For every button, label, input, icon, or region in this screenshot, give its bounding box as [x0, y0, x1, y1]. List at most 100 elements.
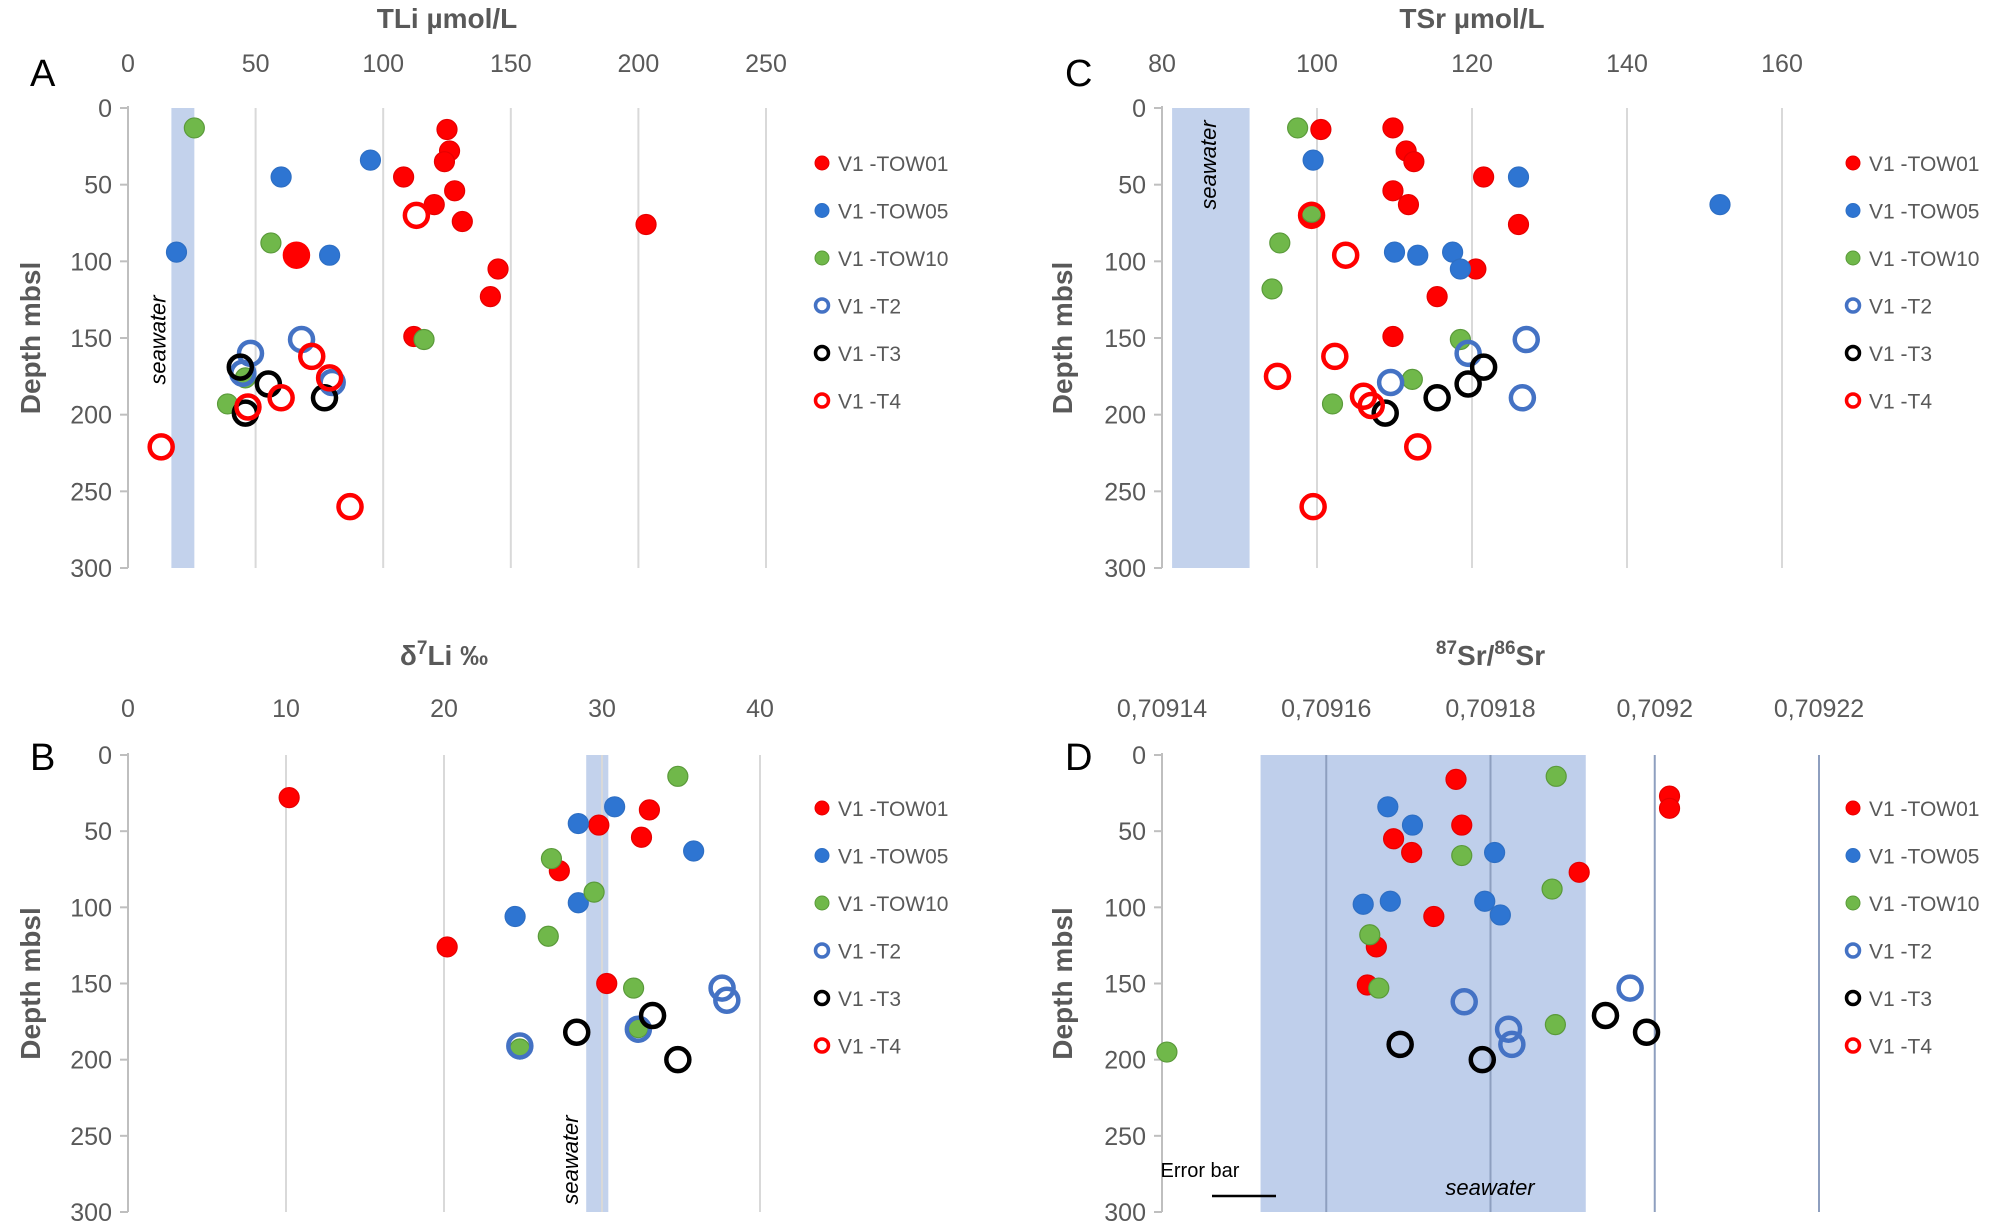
series-v1-t3 — [1371, 353, 1498, 427]
data-point-v1-tow10 — [183, 117, 205, 139]
y-tick-label: 100 — [1104, 894, 1146, 922]
data-point-v1-t3 — [1591, 1001, 1620, 1030]
data-point-v1-tow10 — [1321, 393, 1344, 415]
legend-marker — [813, 942, 831, 959]
legend-item-v1-tow05: V1 -TOW05 — [1845, 846, 1979, 869]
data-point-v1-t2 — [1454, 339, 1482, 368]
data-point-v1-tow01 — [596, 972, 618, 995]
series-v1-tow01 — [285, 118, 657, 348]
legend-marker — [1845, 203, 1861, 218]
legend-item-v1-t2: V1 -T2 — [813, 296, 901, 319]
legend-item-v1-t2: V1 -T2 — [813, 941, 901, 964]
data-point-v1-tow05 — [270, 166, 292, 188]
data-point-v1-tow01 — [1473, 166, 1495, 188]
data-point-v1-t3 — [1454, 370, 1482, 398]
data-point-v1-tow05 — [1401, 814, 1424, 836]
legend-marker — [1845, 250, 1861, 266]
legend-marker — [814, 800, 830, 816]
data-point-v1-tow01 — [638, 799, 661, 821]
y-tick-label: 250 — [1104, 1123, 1146, 1151]
data-point-v1-tow05 — [567, 812, 589, 835]
legend-item-v1-tow01: V1 -TOW01 — [1845, 153, 1979, 176]
x-tick-label: 0,70922 — [1774, 695, 1864, 723]
y-tick-label: 150 — [70, 325, 112, 353]
legend: V1 -TOW01 V1 -TOW05 V1 -TOW10 V1 -T2 V1 -T3 V… — [1844, 798, 1979, 1059]
y-tick-label: 100 — [1104, 248, 1146, 276]
y-tick-label: 300 — [1104, 1199, 1146, 1224]
legend-label: V1 -T4 — [838, 1036, 901, 1059]
legend: V1 -TOW01 V1 -TOW05 V1 -TOW10 V1 -T2 V1 -T3 V… — [1844, 153, 1979, 414]
y-tick-label: 50 — [1118, 818, 1146, 846]
data-point-v1-t3 — [562, 1018, 591, 1046]
legend-marker — [1845, 848, 1861, 863]
legend-label: V1 -T4 — [1869, 391, 1932, 414]
legend-label: V1 -T3 — [838, 343, 901, 366]
legend-item-v1-t2: V1 -T2 — [1844, 941, 1932, 964]
legend-marker — [1845, 895, 1861, 911]
x-tick-label: 0,70918 — [1445, 695, 1535, 723]
legend-item-v1-tow10: V1 -TOW10 — [814, 248, 948, 271]
y-tick-label: 0 — [98, 95, 112, 123]
legend-item-v1-tow01: V1 -TOW01 — [1845, 798, 1979, 821]
y-axis-title: Depth mbsl — [15, 262, 46, 414]
legend-label: V1 -TOW05 — [1869, 201, 1979, 224]
y-tick-label: 150 — [1104, 971, 1146, 999]
legend-marker — [813, 1037, 831, 1054]
seawater-label: seawater — [145, 294, 170, 385]
y-axis-title: Depth mbsl — [1047, 907, 1078, 1059]
legend-marker — [814, 250, 830, 266]
data-point-v1-tow10 — [1368, 977, 1390, 999]
data-point-v1-tow01 — [433, 151, 456, 173]
legend-item-v1-t3: V1 -T3 — [1844, 343, 1932, 366]
data-point-v1-t2 — [1512, 325, 1540, 354]
legend-marker — [1844, 392, 1862, 409]
data-point-v1-tow05 — [1352, 893, 1374, 915]
data-point-v1-tow01 — [1507, 213, 1530, 236]
legend-item-v1-t4: V1 -T4 — [1844, 391, 1932, 414]
data-point-v1-tow10 — [537, 925, 559, 947]
legend-item-v1-t4: V1 -T4 — [1844, 1036, 1932, 1059]
series-v1-t3 — [562, 1001, 692, 1074]
data-point-v1-tow10 — [1451, 844, 1473, 867]
y-tick-label: 0 — [1132, 742, 1146, 770]
data-point-v1-tow05 — [683, 840, 705, 862]
data-point-v1-tow01 — [444, 180, 466, 202]
legend-item-v1-t3: V1 -T3 — [1844, 988, 1932, 1011]
legend-label: V1 -TOW10 — [838, 248, 948, 271]
x-tick-label: 0,7092 — [1617, 695, 1693, 723]
panel-letter: C — [1065, 53, 1092, 95]
legend-label: V1 -TOW05 — [838, 201, 948, 224]
data-point-v1-t3 — [1423, 384, 1451, 412]
data-point-v1-tow01 — [451, 210, 473, 233]
data-point-v1-tow10 — [1401, 368, 1423, 390]
data-point-v1-t3 — [1632, 1018, 1661, 1046]
legend-item-v1-t3: V1 -T3 — [813, 988, 901, 1011]
series-v1-t2 — [1450, 974, 1644, 1059]
data-point-v1-tow01 — [1403, 151, 1425, 173]
data-point-v1-t4 — [1299, 492, 1327, 521]
legend-label: V1 -TOW05 — [1869, 846, 1979, 869]
series-v1-tow05 — [504, 796, 705, 928]
data-point-v1-tow10 — [622, 977, 645, 999]
legend-marker — [814, 203, 830, 218]
data-point-v1-tow01 — [1445, 768, 1467, 790]
panel-a: A TLi µmol/L 0 50 100 150 200 250 0 50 100 150 200 25… — [15, 3, 948, 583]
data-point-v1-t2 — [1498, 1030, 1526, 1059]
data-point-v1-tow05 — [1449, 258, 1471, 280]
y-tick-label: 0 — [1132, 95, 1146, 123]
data-point-v1-t4 — [282, 241, 311, 269]
y-tick-label: 50 — [1118, 172, 1146, 200]
legend-label: V1 -T2 — [1869, 296, 1932, 319]
x-tick-label: 250 — [745, 50, 787, 78]
panel-letter: B — [30, 737, 55, 779]
y-tick-label: 300 — [1104, 555, 1146, 583]
series-v1-tow10 — [1156, 765, 1567, 1063]
y-axis-title: Depth mbsl — [15, 907, 46, 1059]
data-point-v1-tow01 — [393, 166, 415, 188]
data-point-v1-t2 — [713, 986, 741, 1015]
legend-label: V1 -T2 — [838, 296, 901, 319]
data-point-v1-t3 — [226, 353, 255, 381]
x-axis-title: TLi µmol/L — [377, 3, 518, 34]
legend-item-v1-tow05: V1 -TOW05 — [814, 846, 948, 869]
